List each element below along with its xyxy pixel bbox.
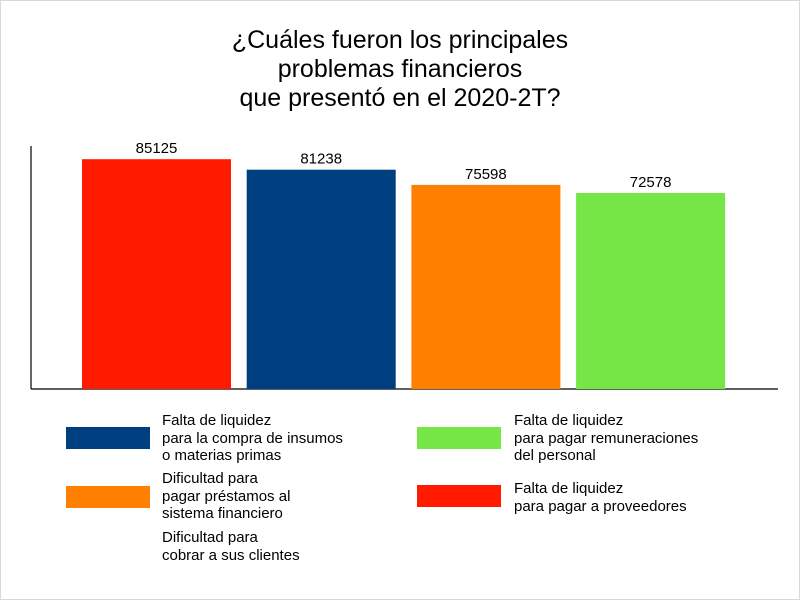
bar-4 [576,193,726,389]
legend-label: Dificultad para cobrar a sus clientes [162,529,300,564]
chart-title: ¿Cuáles fueron los principales problemas… [0,26,800,113]
bar-value-label-4: 72578 [630,174,672,191]
legend-swatch [417,427,501,449]
legend-label: Falta de liquidez para la compra de insu… [162,412,343,464]
legend-label: Dificultad para pagar préstamos al siste… [162,470,291,522]
bar-value-label-2: 81238 [300,151,342,168]
chart-title-line-2: problemas financieros [277,55,523,83]
legend-swatch [417,485,501,507]
chart-title-line-3: que presentó en el 2020-2T? [239,84,561,112]
legend-swatch [66,427,150,449]
legend-label: Falta de liquidez para pagar a proveedor… [514,480,687,515]
bar-value-label-1: 85125 [136,140,178,157]
bars-group: 85125 81238 75598 72578 [82,140,726,389]
bar-1 [82,159,231,389]
bar-value-label-3: 75598 [465,166,507,183]
legend-swatch [66,486,150,508]
bar-3 [411,184,561,389]
bar-2 [246,169,396,389]
legend-label: Falta de liquidez para pagar remuneracio… [514,412,699,464]
chart-title-line-1: ¿Cuáles fueron los principales [231,26,569,54]
